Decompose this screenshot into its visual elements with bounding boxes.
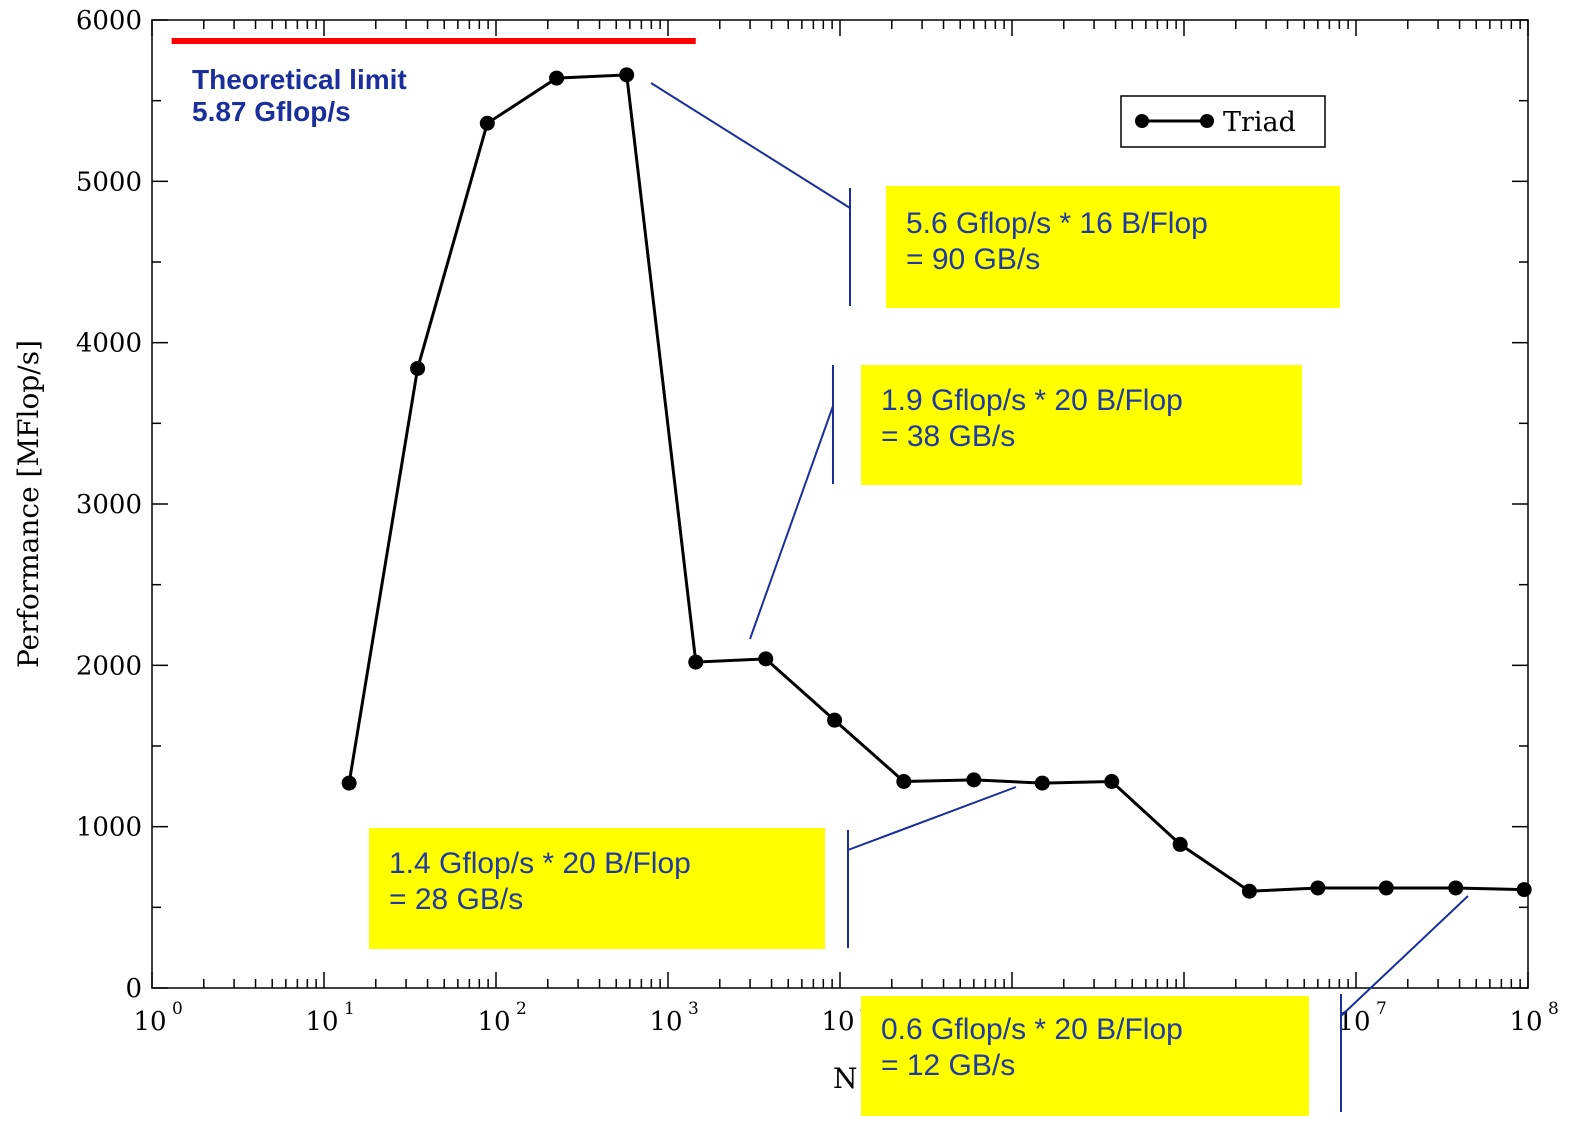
annotation-12-line1: 0.6 Gflop/s * 20 B/Flop <box>881 1013 1183 1046</box>
triad-point <box>479 115 495 131</box>
triad-point <box>1378 880 1394 896</box>
limit-label-line1: Theoretical limit <box>192 64 407 95</box>
y-tick-label: 5000 <box>76 167 142 197</box>
annotation-28-line1: 1.4 Gflop/s * 20 B/Flop <box>389 847 691 880</box>
triad-point <box>1448 880 1464 896</box>
triad-point <box>410 360 426 376</box>
x-tick-exponent: 1 <box>344 999 355 1019</box>
x-tick-label: 10 <box>133 1007 166 1037</box>
y-tick-label: 6000 <box>76 6 142 36</box>
triad-point <box>619 67 635 83</box>
theoretical-limit-label: Theoretical limit 5.87 Gflop/s <box>192 64 407 128</box>
triad-point <box>896 773 912 789</box>
y-axis-label: Performance [MFlop/s] <box>12 340 45 668</box>
x-tick-label: 10 <box>305 1007 338 1037</box>
legend: Triad <box>1120 95 1326 148</box>
x-axis-label: N <box>833 1062 858 1095</box>
annotation-12-line2: = 12 GB/s <box>881 1049 1016 1082</box>
triad-point <box>1310 880 1326 896</box>
triad-point <box>758 651 774 667</box>
annotation-90-gbs: 5.6 Gflop/s * 16 B/Flop = 90 GB/s <box>886 186 1340 308</box>
triad-point <box>1104 773 1120 789</box>
triad-point <box>1034 775 1050 791</box>
annotation-12-gbs: 0.6 Gflop/s * 20 B/Flop = 12 GB/s <box>861 996 1309 1116</box>
triad-point <box>549 70 565 86</box>
triad-line <box>347 73 1525 893</box>
triad-point <box>966 772 982 788</box>
leader-line-12 <box>1340 895 1469 1017</box>
x-tick-exponent: 0 <box>172 999 183 1019</box>
limit-label-line2: 5.87 Gflop/s <box>192 96 351 127</box>
y-tick-label: 4000 <box>76 329 142 359</box>
annotation-28-line2: = 28 GB/s <box>389 883 524 916</box>
legend-marker-right <box>1200 114 1214 128</box>
triad-point <box>341 775 357 791</box>
leader-line-90 <box>650 82 851 209</box>
y-tick-label: 2000 <box>76 651 142 681</box>
legend-label: Triad <box>1223 107 1296 138</box>
triad-series <box>341 67 1532 899</box>
x-tick-exponent: 7 <box>1376 999 1387 1019</box>
y-tick-label: 1000 <box>76 813 142 843</box>
x-tick-label: 10 <box>821 1007 854 1037</box>
x-tick-exponent: 8 <box>1548 999 1559 1019</box>
annotation-28-gbs: 1.4 Gflop/s * 20 B/Flop = 28 GB/s <box>369 828 825 949</box>
leader-line-38 <box>749 405 834 640</box>
annotation-38-line1: 1.9 Gflop/s * 20 B/Flop <box>881 384 1183 417</box>
annotation-38-gbs: 1.9 Gflop/s * 20 B/Flop = 38 GB/s <box>861 365 1302 485</box>
triad-point <box>688 654 704 670</box>
axis-ticks <box>151 19 1529 989</box>
leader-line-28 <box>847 786 1017 851</box>
axis-tick-labels: 1001011021031041051061071080100020003000… <box>76 6 1559 1037</box>
x-tick-label: 10 <box>649 1007 682 1037</box>
x-tick-exponent: 2 <box>516 999 527 1019</box>
annotation-90-line2: = 90 GB/s <box>906 243 1041 276</box>
x-tick-exponent: 3 <box>688 999 699 1019</box>
legend-marker-left <box>1135 114 1149 128</box>
y-tick-label: 0 <box>125 974 142 1004</box>
x-tick-label: 10 <box>1509 1007 1542 1037</box>
annotation-90-line1: 5.6 Gflop/s * 16 B/Flop <box>906 207 1208 240</box>
triad-point <box>1241 883 1257 899</box>
y-tick-label: 3000 <box>76 490 142 520</box>
triad-point <box>827 712 843 728</box>
x-tick-label: 10 <box>477 1007 510 1037</box>
x-tick-label: 10 <box>1337 1007 1370 1037</box>
annotation-leader-lines <box>650 82 1469 1112</box>
triad-point <box>1516 882 1532 898</box>
annotation-38-line2: = 38 GB/s <box>881 420 1016 453</box>
triad-point <box>1172 836 1188 852</box>
plot-frame <box>151 19 1529 989</box>
